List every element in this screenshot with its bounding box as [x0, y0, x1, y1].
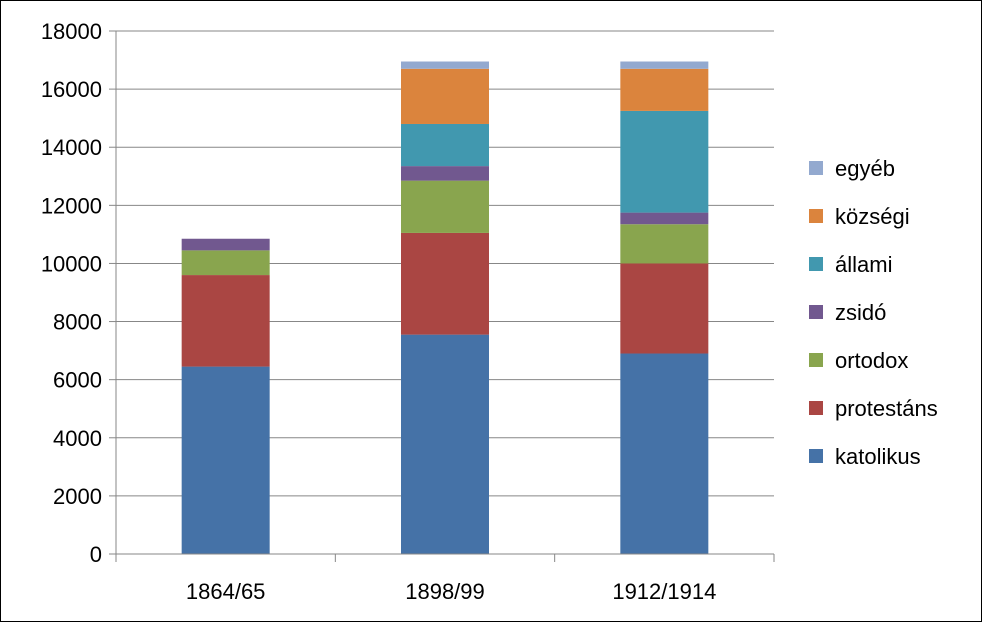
axes: 0 2000 4000 6000 8000 10000 12000 14000 16000 180…	[41, 19, 775, 604]
bar-katolikus-1864/65	[181, 366, 270, 554]
legend-label: egyéb	[835, 156, 895, 181]
bars	[181, 61, 709, 554]
y-tick-label: 8000	[53, 310, 102, 335]
legend: egyéb községi állami zsidó ortodox protestáns…	[809, 156, 938, 469]
y-tick-label: 4000	[53, 426, 102, 451]
y-tick-label: 10000	[41, 251, 102, 276]
bar-községi-1912/1914	[620, 68, 709, 111]
bar-protestáns-1912/1914	[620, 263, 709, 354]
legend-label: protestáns	[835, 396, 938, 421]
bar-állami-1898/99	[401, 123, 489, 167]
y-tick-label: 12000	[41, 193, 102, 218]
legend-swatch-zsidó	[809, 305, 823, 319]
bar-községi-1898/99	[401, 68, 489, 124]
bar-egyéb-1912/1914	[620, 61, 709, 69]
bar-protestáns-1864/65	[181, 275, 270, 367]
legend-label: községi	[835, 204, 910, 229]
legend-swatch-községi	[809, 209, 823, 223]
legend-label: ortodox	[835, 348, 908, 373]
legend-swatch-katolikus	[809, 449, 823, 463]
bar-ortodox-1912/1914	[620, 224, 709, 264]
bar-katolikus-1912/1914	[620, 353, 709, 554]
bar-állami-1912/1914	[620, 110, 709, 213]
legend-label: állami	[835, 252, 892, 277]
bar-zsidó-1864/65	[181, 238, 270, 251]
x-tick-label: 1912/1914	[612, 579, 716, 604]
y-tick-label: 16000	[41, 77, 102, 102]
bar-ortodox-1898/99	[401, 180, 489, 233]
x-tick-label: 1898/99	[405, 579, 485, 604]
y-tick-label: 14000	[41, 135, 102, 160]
legend-swatch-ortodox	[809, 353, 823, 367]
legend-swatch-egyéb	[809, 161, 823, 175]
bar-protestáns-1898/99	[401, 232, 489, 335]
bar-zsidó-1898/99	[401, 166, 489, 181]
legend-swatch-protestáns	[809, 401, 823, 415]
y-tick-label: 0	[90, 542, 102, 567]
legend-label: zsidó	[835, 300, 886, 325]
x-tick-label: 1864/65	[186, 579, 266, 604]
bar-katolikus-1898/99	[401, 334, 489, 554]
bar-zsidó-1912/1914	[620, 212, 709, 225]
bar-ortodox-1864/65	[181, 250, 270, 276]
y-tick-label: 18000	[41, 19, 102, 44]
y-tick-label: 2000	[53, 484, 102, 509]
y-tick-label: 6000	[53, 368, 102, 393]
bar-egyéb-1898/99	[401, 61, 489, 69]
legend-swatch-állami	[809, 257, 823, 271]
legend-label: katolikus	[835, 444, 921, 469]
